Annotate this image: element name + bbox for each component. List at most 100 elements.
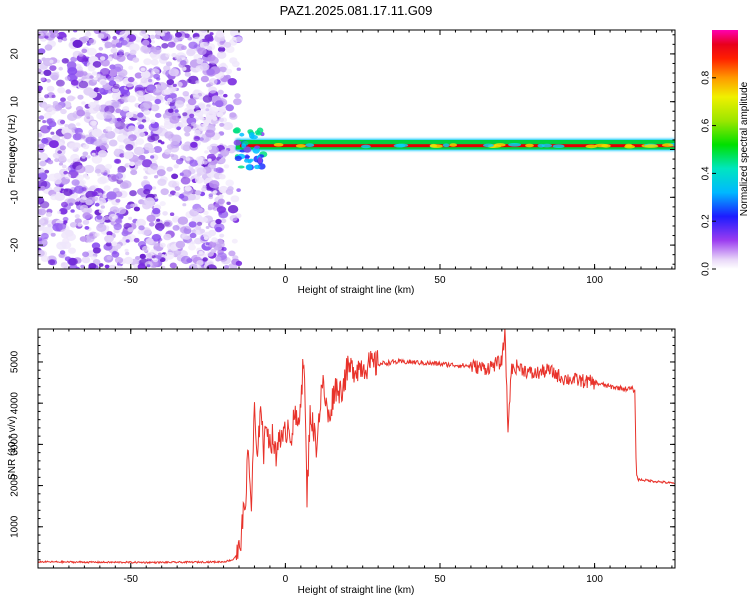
noise-blob (137, 188, 147, 196)
noise-blob (73, 114, 78, 118)
noise-blob (169, 212, 175, 216)
band-edge-blob (254, 145, 260, 149)
noise-blob (117, 49, 125, 55)
noise-blob (201, 117, 208, 123)
noise-blob (81, 101, 86, 105)
band-highlight (393, 143, 406, 148)
noise-blob (219, 40, 225, 45)
noise-blob (115, 173, 124, 179)
snr-panel: -50 0 50 100 1000 2000 3000 4000 5000 Height of… (7, 328, 676, 596)
noise-blob (194, 110, 204, 117)
noise-blob (57, 39, 63, 43)
noise-blob (92, 61, 102, 68)
noise-blob (66, 167, 71, 171)
noise-blob (138, 124, 145, 130)
noise-blob (179, 120, 188, 128)
noise-blob (112, 35, 117, 40)
noise-blob (193, 54, 202, 61)
noise-blob (157, 252, 163, 257)
noise-blob (172, 217, 179, 223)
noise-blob (142, 245, 150, 252)
noise-blob (167, 97, 173, 103)
noise-blob (182, 203, 187, 207)
noise-blob (112, 83, 120, 90)
noise-blob (199, 62, 210, 71)
noise-blob (223, 125, 228, 129)
noise-blob (86, 155, 91, 159)
noise-blob (46, 107, 56, 115)
noise-blob (220, 149, 230, 157)
noise-blob (103, 185, 111, 191)
noise-blob (196, 58, 204, 65)
noise-blob (164, 149, 172, 155)
noise-blob (215, 30, 225, 38)
band-edge-blob (243, 146, 252, 153)
noise-blob (209, 32, 214, 36)
noise-blob (86, 90, 91, 94)
noise-blob (38, 68, 42, 74)
noise-blob (150, 59, 159, 66)
noise-blob (157, 178, 167, 186)
noise-blob (98, 46, 104, 51)
noise-blob (179, 60, 187, 66)
colorbar-label: Normalized spectral amplitude (739, 81, 750, 216)
noise-blob (123, 138, 131, 145)
noise-blob (191, 229, 196, 234)
noise-blob (183, 30, 188, 33)
noise-blob (208, 78, 218, 86)
noise-blob (59, 145, 66, 151)
noise-blob (161, 265, 166, 269)
noise-blob (218, 194, 224, 199)
noise-blob (77, 94, 84, 100)
noise-blob (171, 173, 179, 180)
noise-blob (152, 88, 162, 96)
noise-blob (65, 89, 72, 94)
noise-blob (148, 78, 153, 83)
noise-blob (62, 164, 67, 169)
noise-blob (94, 168, 101, 174)
noise-blob (121, 230, 129, 237)
spectrogram-y-axis-label: Frequency (Hz) (7, 115, 18, 184)
noise-blob (217, 198, 225, 205)
noise-blob (196, 265, 201, 269)
noise-blob (82, 212, 91, 220)
noise-blob (142, 93, 154, 103)
noise-blob (186, 48, 196, 57)
noise-blob (114, 148, 120, 153)
noise-blob (205, 242, 210, 246)
noise-blob (168, 180, 177, 188)
band-highlight (483, 143, 494, 148)
noise-blob (50, 131, 55, 135)
noise-blob (54, 192, 66, 201)
noise-blob (165, 101, 171, 106)
noise-blob (187, 98, 197, 106)
noise-blob (58, 223, 67, 230)
colorbar-gradient (712, 30, 738, 269)
noise-blob (149, 34, 156, 40)
band-edge-blob (239, 132, 245, 137)
snr-y-tick-label: 4000 (10, 392, 21, 415)
noise-blob (61, 58, 69, 64)
noise-blob (100, 205, 106, 209)
noise-blob (197, 47, 207, 56)
noise-blob (60, 108, 67, 115)
noise-blob (141, 159, 153, 168)
noise-blob (39, 185, 46, 191)
noise-blob (220, 62, 227, 67)
noise-blob (184, 185, 192, 192)
noise-blob (143, 167, 148, 171)
noise-blob (198, 208, 205, 214)
noise-blob (214, 100, 224, 108)
noise-blob (79, 236, 88, 242)
noise-blob (167, 41, 176, 48)
noise-blob (82, 144, 90, 150)
noise-blob (218, 106, 227, 113)
snr-frame (37, 328, 676, 569)
noise-blob (214, 153, 219, 157)
noise-blob (97, 176, 107, 185)
band-highlight (361, 144, 371, 149)
noise-blob (227, 205, 239, 214)
noise-blob (199, 137, 204, 142)
noise-blob (189, 232, 197, 239)
noise-blob (123, 256, 134, 265)
